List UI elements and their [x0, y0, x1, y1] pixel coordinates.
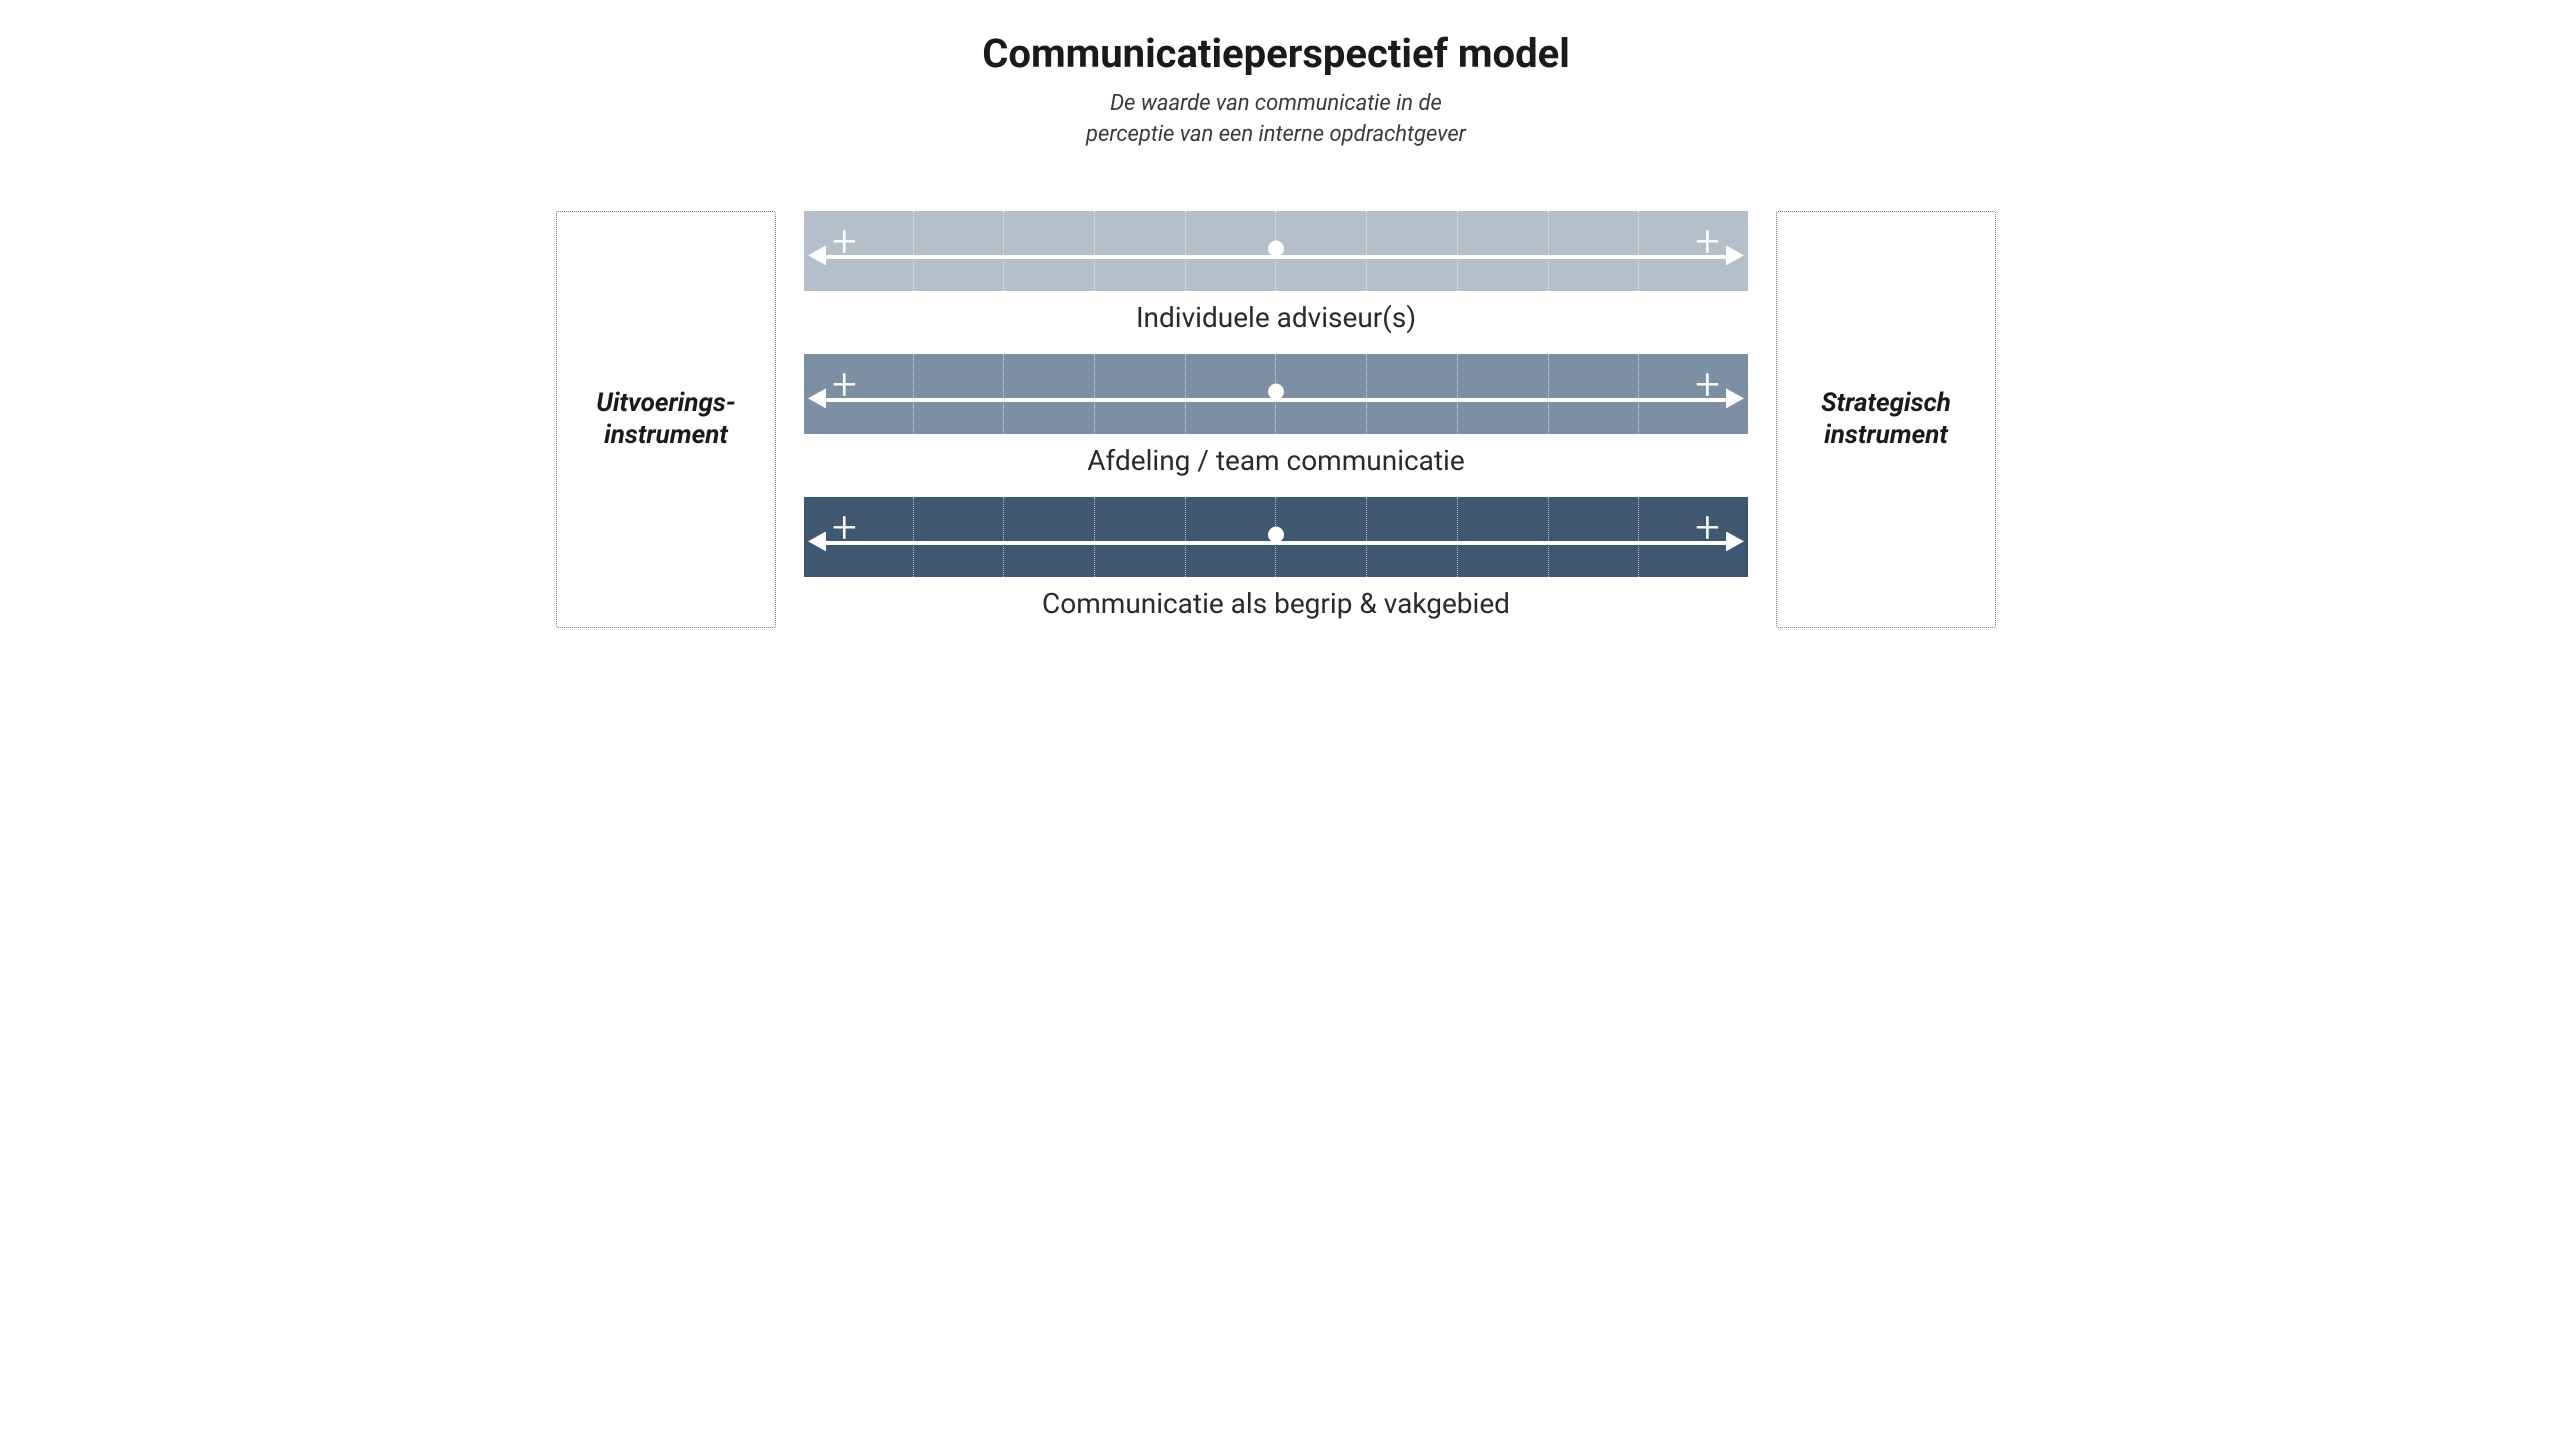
slider-bar-1: + + [804, 211, 1748, 291]
arrow-right-icon [1726, 532, 1744, 552]
right-endpoint-box: Strategisch instrument [1776, 211, 1996, 628]
slider-knob [1268, 384, 1284, 400]
slider-column: + + Individuele adviseur(s) + [804, 211, 1748, 628]
slider-group-2: + + Afdeling / team communicatie [804, 354, 1748, 485]
right-endpoint-label: Strategisch instrument [1821, 387, 1951, 452]
plus-icon: + [1695, 362, 1720, 406]
slider-bar-3: + + [804, 497, 1748, 577]
slider-bar-2: + + [804, 354, 1748, 434]
plus-icon: + [832, 362, 857, 406]
page-subtitle: De waarde van communicatie in de percept… [982, 89, 1570, 151]
slider-group-3: + + Communicatie als begrip & vakgebied [804, 497, 1748, 628]
left-endpoint-line-2: instrument [604, 420, 728, 450]
slider-group-1: + + Individuele adviseur(s) [804, 211, 1748, 342]
slider-knob [1268, 527, 1284, 543]
plus-icon: + [832, 219, 857, 263]
arrow-right-icon [1726, 389, 1744, 409]
arrow-right-icon [1726, 246, 1744, 266]
left-endpoint-box: Uitvoerings- instrument [556, 211, 776, 628]
diagram-header: Communicatieperspectief model De waarde … [982, 30, 1570, 151]
right-endpoint-line-2: instrument [1824, 420, 1948, 450]
left-endpoint-line-1: Uitvoerings- [596, 388, 736, 418]
subtitle-line-1: De waarde van communicatie in de [1110, 91, 1442, 116]
subtitle-line-2: perceptie van een interne opdrachtgever [1086, 122, 1466, 147]
left-endpoint-label: Uitvoerings- instrument [596, 387, 736, 452]
slider-knob [1268, 241, 1284, 257]
page-title: Communicatieperspectief model [982, 30, 1570, 77]
diagram-body: Uitvoerings- instrument + + Individuele … [556, 211, 1996, 628]
slider-label-3: Communicatie als begrip & vakgebied [1042, 587, 1510, 620]
right-endpoint-line-1: Strategisch [1821, 388, 1951, 418]
slider-label-1: Individuele adviseur(s) [1136, 301, 1416, 334]
plus-icon: + [1695, 505, 1720, 549]
slider-label-2: Afdeling / team communicatie [1087, 444, 1464, 477]
plus-icon: + [832, 505, 857, 549]
plus-icon: + [1695, 219, 1720, 263]
